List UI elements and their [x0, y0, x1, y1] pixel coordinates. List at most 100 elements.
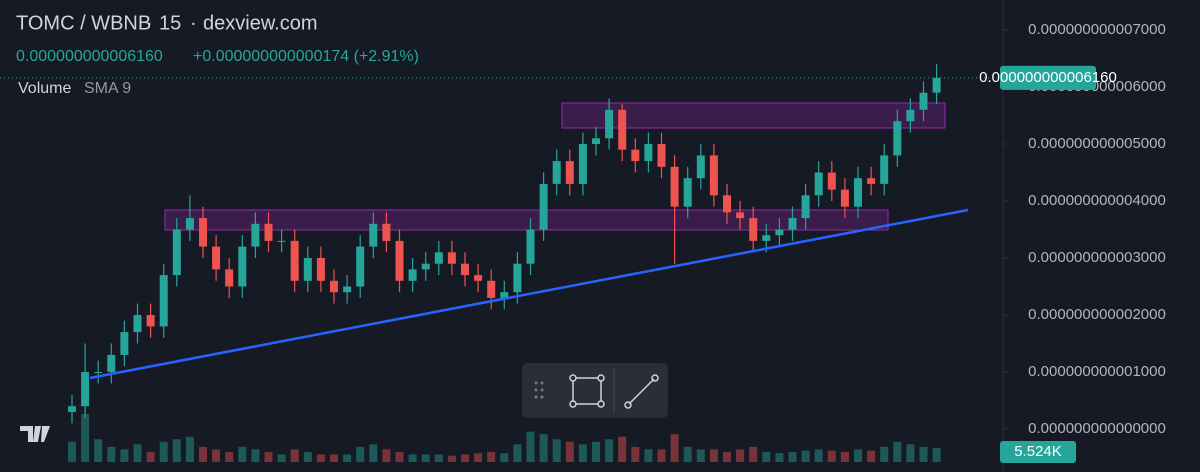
candle-body — [133, 315, 142, 333]
volume-bar — [880, 446, 889, 462]
candle-body — [552, 161, 561, 184]
volume-bar — [906, 444, 915, 462]
candle-body — [578, 144, 587, 184]
volume-bar — [683, 446, 692, 462]
candle-body — [199, 218, 207, 247]
volume-bar — [277, 454, 286, 462]
volume-bar — [840, 451, 849, 462]
volume-bar — [356, 446, 365, 462]
volume-bar — [526, 431, 535, 462]
volume-bar — [185, 436, 194, 462]
volume-bar — [749, 446, 758, 462]
candle-body — [395, 240, 404, 281]
candle-body — [565, 161, 574, 184]
candle-body — [264, 223, 273, 241]
volume-bar — [723, 451, 731, 462]
volume-label-bg — [1000, 441, 1076, 463]
volume-bar — [709, 449, 718, 462]
drag-handle[interactable] — [534, 381, 544, 399]
volume-label: 5.524K — [1014, 443, 1062, 460]
rectangle-tool[interactable] — [569, 374, 605, 408]
volume-bar — [212, 449, 221, 462]
y-tick-label: 0.000000000003000 — [1028, 249, 1166, 266]
volume-bar — [487, 451, 496, 462]
volume-bar — [461, 454, 469, 462]
candle-body — [736, 212, 745, 219]
candle-body — [709, 155, 718, 196]
candle-body — [775, 229, 784, 236]
volume-bar — [316, 454, 325, 462]
candle-body — [840, 189, 849, 207]
symbol: TOMC / WBNB — [16, 12, 151, 34]
candle-body — [81, 372, 90, 407]
separator: · — [146, 12, 153, 34]
volume-bar — [670, 434, 679, 462]
price-change: +0.000000000000174 (+2.91%) — [193, 48, 419, 65]
candle-body — [369, 223, 378, 247]
volume-bar — [120, 449, 129, 462]
line-tool[interactable] — [624, 374, 659, 409]
volume-bar — [592, 441, 600, 462]
volume-bar — [251, 449, 260, 462]
volume-bar — [94, 439, 103, 462]
y-tick-label: 0.000000000002000 — [1028, 306, 1166, 323]
volume-bar — [696, 449, 705, 462]
candle-body — [487, 280, 496, 298]
volume-bar — [159, 441, 168, 462]
candle-body — [356, 246, 365, 287]
candle-body — [539, 183, 548, 230]
trend-line[interactable] — [89, 208, 969, 380]
candle-body — [696, 155, 705, 179]
candle-body — [303, 258, 312, 281]
y-tick-label: 0.000000000007000 — [1028, 21, 1166, 38]
interval: 15 — [159, 12, 181, 34]
candle-body — [605, 109, 614, 139]
volume-bar — [631, 446, 640, 462]
volume-bar — [199, 446, 207, 462]
volume-bar — [146, 451, 155, 462]
candle-body — [382, 223, 391, 241]
candle-body — [159, 275, 168, 327]
candle-body — [172, 229, 181, 276]
candle-body — [120, 332, 129, 355]
candle-body — [592, 138, 600, 144]
toolbar-bg — [522, 363, 668, 418]
volume-bar — [500, 453, 509, 462]
candle-body — [932, 77, 941, 93]
volume-bar — [801, 450, 810, 462]
candle-body — [447, 252, 456, 264]
volume-bar — [513, 444, 522, 462]
candle-body — [644, 144, 653, 162]
series — [68, 64, 941, 462]
volume-bar — [474, 453, 483, 462]
volume-bar — [788, 451, 797, 462]
candle-body — [683, 178, 692, 207]
candle-body — [788, 218, 797, 230]
volume-bar — [81, 414, 90, 462]
volume-bar — [762, 451, 771, 462]
volume-bar — [264, 451, 273, 462]
candle-body — [867, 178, 876, 184]
toolbar — [522, 363, 668, 418]
candle-body — [749, 218, 758, 241]
y-tick-label: 0.000000000004000 — [1028, 192, 1166, 209]
volume-bar — [434, 454, 443, 462]
last-price: 0.000000000006160 — [16, 48, 163, 65]
y-tick-label: 0.000000000000000 — [1028, 420, 1166, 437]
candle-body — [526, 229, 535, 264]
candle-body — [618, 109, 627, 150]
candle-body — [68, 406, 76, 412]
volume-bar — [578, 444, 587, 462]
indicator-name: Volume — [18, 80, 71, 97]
candle-body — [827, 172, 836, 190]
volume-bar — [172, 439, 181, 462]
separator: · — [190, 12, 197, 34]
candle-body — [461, 263, 469, 276]
volume-bar — [932, 448, 941, 462]
candle-body — [330, 280, 338, 293]
volume-bar — [133, 444, 142, 462]
candle-body — [513, 263, 522, 293]
source: dexview.com — [203, 12, 318, 34]
candle-body — [277, 240, 286, 242]
